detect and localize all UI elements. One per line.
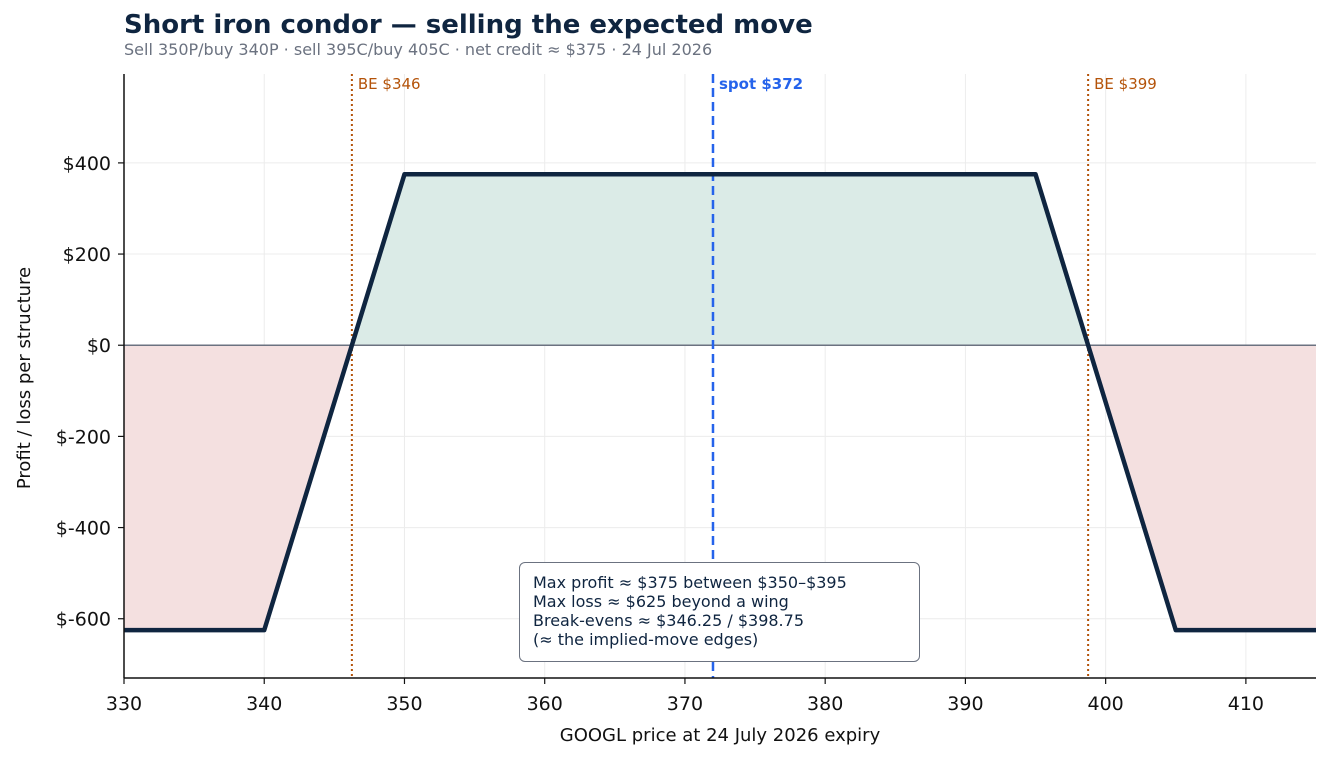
chart-subtitle: Sell 350P/buy 340P · sell 395C/buy 405C … xyxy=(124,40,713,59)
x-axis-label: GOOGL price at 24 July 2026 expiry xyxy=(560,725,881,746)
x-tick-label: 350 xyxy=(386,693,422,715)
annotation-line: Max loss ≈ $625 beyond a wing xyxy=(533,592,789,611)
y-tick-label: $-600 xyxy=(56,609,111,631)
profit-loss-fills xyxy=(124,174,1316,631)
y-tick-label: $200 xyxy=(63,244,111,266)
x-tick-label: 380 xyxy=(807,693,843,715)
axes xyxy=(123,74,1316,679)
y-axis-label: Profit / loss per structure xyxy=(14,267,35,489)
x-tick-label: 330 xyxy=(106,693,142,715)
profit-region xyxy=(351,174,1089,346)
annotation-line: Max profit ≈ $375 between $350–$395 xyxy=(533,573,847,592)
annotation-line: Break-evens ≈ $346.25 / $398.75 xyxy=(533,611,804,630)
break-even-label: BE $399 xyxy=(1094,75,1157,93)
annotation-line: (≈ the implied-move edges) xyxy=(533,630,759,649)
x-tick-label: 400 xyxy=(1088,693,1124,715)
x-tick-label: 370 xyxy=(667,693,703,715)
y-tick-label: $-400 xyxy=(56,518,111,540)
x-tick-label: 360 xyxy=(527,693,563,715)
x-tick-label: 410 xyxy=(1228,693,1264,715)
y-axis-ticks: $-600 $-400 $-200 $0 $200 $400 xyxy=(56,153,124,631)
y-tick-label: $400 xyxy=(63,153,111,175)
payoff-line xyxy=(124,172,1316,633)
spot-price-label: spot $372 xyxy=(719,75,803,93)
y-tick-label: $0 xyxy=(87,335,111,357)
chart-title: Short iron condor — selling the expected… xyxy=(124,10,813,40)
loss-region-right xyxy=(1088,345,1316,631)
x-axis-ticks: 330 340 350 360 370 380 390 400 410 xyxy=(106,678,1264,715)
y-tick-label: $-200 xyxy=(56,426,111,448)
loss-region-left xyxy=(124,345,352,631)
break-even-label: BE $346 xyxy=(358,75,421,93)
x-tick-label: 390 xyxy=(947,693,983,715)
x-tick-label: 340 xyxy=(246,693,282,715)
summary-annotation-box: Max profit ≈ $375 between $350–$395 Max … xyxy=(519,562,920,662)
